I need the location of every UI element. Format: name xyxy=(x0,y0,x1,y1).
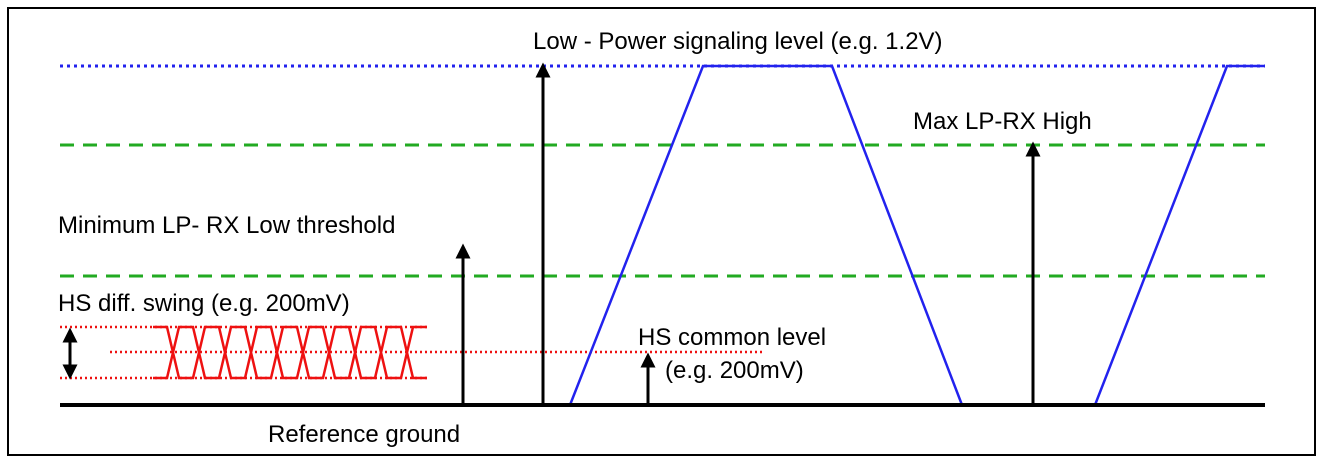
lp-level-label: Low - Power signaling level (e.g. 1.2V) xyxy=(533,28,943,55)
max-lp-rx-high-label: Max LP-RX High xyxy=(913,108,1092,135)
diagram-frame xyxy=(7,7,1316,456)
reference-ground-label: Reference ground xyxy=(268,421,460,448)
hs-diff-waveform xyxy=(153,325,427,380)
min-lp-rx-low-label: Minimum LP- RX Low threshold xyxy=(58,212,395,239)
hs-diff-swing-label: HS diff. swing (e.g. 200mV) xyxy=(58,290,350,317)
hs-common-level-example-label: (e.g. 200mV) xyxy=(665,357,804,384)
hs-common-level-label: HS common level xyxy=(638,324,826,351)
